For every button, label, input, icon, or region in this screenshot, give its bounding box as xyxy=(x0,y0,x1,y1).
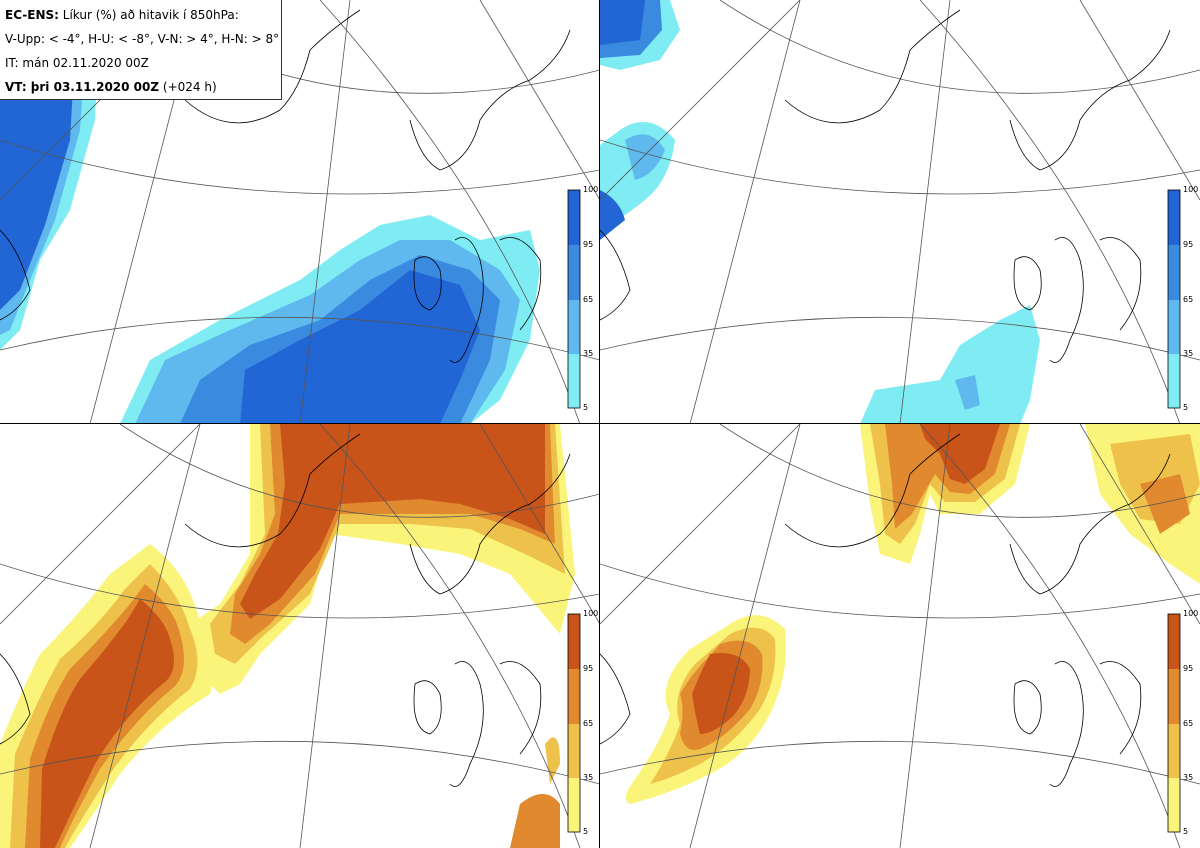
cbar-tick-95: 95 xyxy=(583,240,594,249)
cbar-tick-35: 35 xyxy=(583,349,594,358)
panel-upper-right-cold-anomaly-map: 100 95 65 35 5 xyxy=(600,0,1200,424)
cbar-tick-65: 65 xyxy=(1183,295,1194,304)
cbar-tick-5: 5 xyxy=(1183,827,1189,836)
cbar-tick-100: 100 xyxy=(1183,609,1199,618)
cbar-tick-65: 65 xyxy=(583,295,594,304)
graticule xyxy=(0,424,600,848)
valid-time: VT: þri 03.11.2020 00Z xyxy=(5,80,160,94)
title-text: Líkur (%) að hitavik í 850hPa: xyxy=(58,8,239,22)
probability-field xyxy=(0,424,575,848)
panel-upper-left-cold-anomaly-map: EC-ENS: Líkur (%) að hitavik í 850hPa: V… xyxy=(0,0,600,424)
panel-lower-right-warm-anomaly-map: 100 95 65 35 5 xyxy=(600,424,1200,848)
cbar-tick-35: 35 xyxy=(583,773,594,782)
cbar-tick-35: 35 xyxy=(1183,773,1194,782)
cbar-tick-5: 5 xyxy=(583,827,589,836)
cbar-tick-65: 65 xyxy=(1183,719,1194,728)
title-line: EC-ENS: Líkur (%) að hitavik í 850hPa: xyxy=(5,3,276,27)
panel-divider-horizontal xyxy=(0,423,1200,424)
coastlines xyxy=(600,433,1171,787)
panel-divider-vertical xyxy=(599,0,600,848)
cbar-tick-65: 65 xyxy=(583,719,594,728)
probability-field xyxy=(626,424,1200,804)
valid-time-line: VT: þri 03.11.2020 00Z (+024 h) xyxy=(5,75,276,99)
cbar-tick-5: 5 xyxy=(1183,403,1189,412)
model-label: EC-ENS: xyxy=(5,8,59,22)
title-box: EC-ENS: Líkur (%) að hitavik í 850hPa: V… xyxy=(0,0,282,100)
cbar-tick-95: 95 xyxy=(1183,664,1194,673)
coastlines xyxy=(600,9,1171,363)
map-upper-right xyxy=(600,0,1200,424)
cbar-tick-100: 100 xyxy=(1183,185,1199,194)
cbar-tick-100: 100 xyxy=(583,609,599,618)
lead-time: (+024 h) xyxy=(159,80,217,94)
map-lower-right xyxy=(600,424,1200,848)
map-lower-left xyxy=(0,424,600,848)
graticule xyxy=(600,0,1200,424)
variable-legend: V-Upp: < -4°, H-U: < -8°, V-N: > 4°, H-N… xyxy=(5,32,280,46)
cbar-tick-95: 95 xyxy=(1183,240,1194,249)
cbar-tick-100: 100 xyxy=(583,185,599,194)
coastlines xyxy=(0,433,571,787)
panel-lower-left-warm-anomaly-map: 100 95 65 35 5 xyxy=(0,424,600,848)
graticule xyxy=(600,424,1200,848)
cbar-tick-95: 95 xyxy=(583,664,594,673)
init-time: IT: mán 02.11.2020 00Z xyxy=(5,56,149,70)
coastlines xyxy=(0,9,571,363)
cbar-tick-35: 35 xyxy=(1183,349,1194,358)
probability-field xyxy=(600,0,1040,424)
cbar-tick-5: 5 xyxy=(583,403,589,412)
